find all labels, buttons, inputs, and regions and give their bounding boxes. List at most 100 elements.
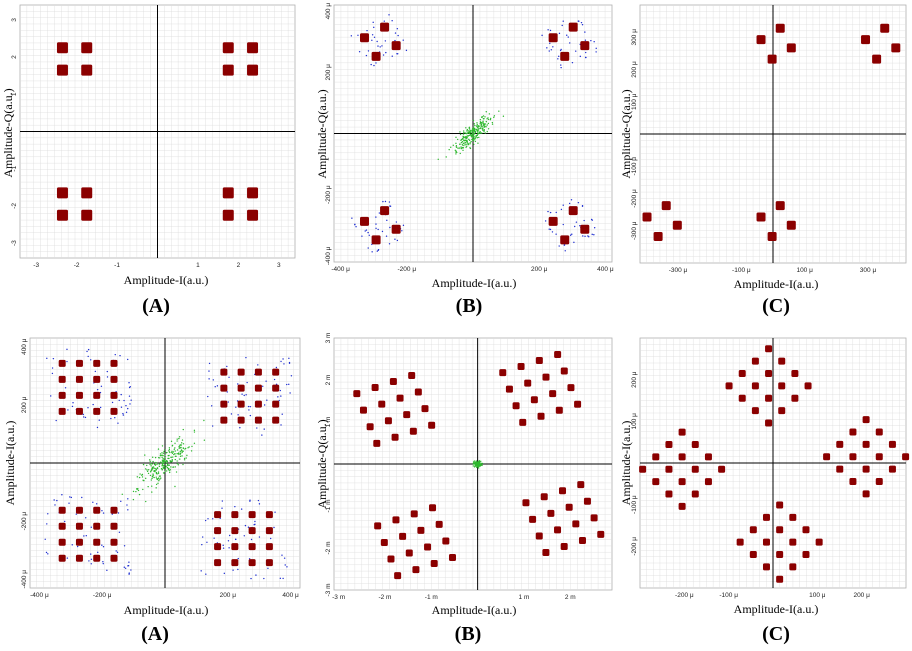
noise-point bbox=[550, 49, 553, 51]
center-noise-point bbox=[179, 444, 181, 446]
y-tick-label: 2 m bbox=[325, 375, 332, 386]
center-noise-point bbox=[170, 440, 173, 443]
center-noise-point bbox=[482, 124, 485, 126]
constellation-point bbox=[359, 406, 367, 414]
constellation-point bbox=[542, 549, 550, 557]
center-noise-point bbox=[141, 476, 144, 478]
noise-point bbox=[228, 376, 230, 378]
constellation-point bbox=[248, 527, 256, 535]
x-axis-title: Amplitude-I(a.u.) bbox=[734, 602, 819, 616]
constellation-point bbox=[75, 391, 83, 399]
center-noise-point bbox=[183, 457, 186, 460]
constellation-point bbox=[549, 390, 557, 398]
noise-point bbox=[255, 574, 257, 576]
noise-point bbox=[396, 28, 399, 30]
center-noise-point bbox=[167, 467, 169, 470]
noise-point bbox=[71, 544, 73, 546]
noise-point bbox=[394, 238, 396, 240]
noise-point bbox=[83, 535, 85, 537]
center-noise-point bbox=[465, 143, 467, 145]
constellation-point bbox=[751, 357, 759, 365]
noise-point bbox=[367, 50, 370, 52]
constellation-point bbox=[58, 538, 66, 546]
constellation-point bbox=[652, 478, 660, 486]
constellation-point bbox=[442, 537, 450, 545]
center-noise-point bbox=[180, 444, 182, 446]
center-noise-point bbox=[171, 459, 173, 461]
constellation-point bbox=[749, 551, 757, 559]
center-noise-point bbox=[471, 129, 474, 132]
noise-point bbox=[96, 388, 99, 391]
noise-point bbox=[371, 39, 373, 42]
center-noise-point bbox=[180, 450, 182, 452]
noise-point bbox=[120, 393, 122, 396]
center-noise-point bbox=[481, 128, 484, 130]
constellation-point bbox=[789, 538, 797, 546]
center-noise-point bbox=[159, 478, 161, 480]
constellation-point bbox=[678, 478, 686, 486]
center-noise-point bbox=[132, 490, 135, 493]
chart-top-a: -3 -2 -1 1 2 3 -3 -2 -1 1 2 3 Amplitude-I(a.u.) Ampli… bbox=[1, 4, 296, 317]
constellation-point bbox=[802, 551, 810, 559]
center-noise-point bbox=[455, 146, 457, 148]
center-noise-point bbox=[162, 457, 164, 460]
noise-point bbox=[546, 47, 548, 49]
noise-point bbox=[90, 526, 92, 528]
noise-point bbox=[63, 520, 66, 523]
panel-label: (B) bbox=[456, 295, 483, 317]
center-noise-point bbox=[459, 133, 462, 136]
noise-point bbox=[391, 19, 393, 22]
center-noise-point bbox=[476, 122, 478, 124]
center-noise-point bbox=[181, 439, 184, 441]
noise-point bbox=[232, 569, 234, 571]
noise-point bbox=[269, 537, 272, 540]
constellation-point bbox=[512, 402, 520, 410]
noise-point bbox=[207, 518, 209, 520]
noise-point bbox=[391, 55, 393, 57]
noise-point bbox=[87, 355, 89, 358]
x-tick-label: -200 μ bbox=[398, 266, 417, 273]
center-noise-point bbox=[472, 126, 475, 128]
center-noise-point bbox=[474, 140, 477, 143]
constellation-point bbox=[786, 220, 796, 230]
noise-point bbox=[114, 353, 116, 356]
center-noise-point bbox=[159, 475, 161, 477]
constellation-point bbox=[405, 549, 413, 557]
center-noise-point bbox=[472, 465, 474, 467]
constellation-point bbox=[891, 43, 901, 53]
noise-point bbox=[250, 577, 252, 580]
center-noise-point bbox=[468, 139, 471, 142]
constellation-point bbox=[75, 359, 83, 367]
noise-point bbox=[201, 536, 204, 538]
y-tick-label: 200 μ bbox=[631, 371, 638, 388]
constellation-point bbox=[75, 506, 83, 514]
center-noise-point bbox=[475, 463, 478, 465]
constellation-point bbox=[75, 554, 83, 562]
noise-point bbox=[593, 227, 596, 229]
center-noise-point bbox=[168, 450, 170, 452]
noise-point bbox=[208, 370, 210, 372]
center-noise-point bbox=[468, 128, 471, 130]
x-tick-label: 2 m bbox=[565, 594, 576, 601]
center-noise-point bbox=[155, 471, 158, 474]
noise-point bbox=[128, 395, 131, 397]
constellation-point bbox=[248, 543, 256, 551]
noise-point bbox=[547, 210, 549, 213]
constellation-point bbox=[775, 201, 785, 211]
noise-point bbox=[258, 503, 261, 505]
noise-point bbox=[588, 236, 590, 238]
noise-point bbox=[368, 234, 370, 237]
noise-point bbox=[47, 513, 49, 515]
x-tick-label: -200 μ bbox=[93, 592, 112, 599]
center-noise-point bbox=[167, 454, 170, 457]
constellation-point bbox=[248, 559, 256, 567]
y-tick-label: 200 μ bbox=[21, 396, 28, 413]
noise-point bbox=[128, 382, 130, 384]
constellation-point bbox=[789, 513, 797, 521]
center-noise-point bbox=[491, 121, 494, 124]
center-noise-point bbox=[445, 156, 447, 158]
noise-point bbox=[564, 250, 566, 252]
center-noise-point bbox=[471, 138, 474, 140]
center-noise-point bbox=[151, 466, 154, 469]
panel-label: (C) bbox=[762, 623, 790, 645]
